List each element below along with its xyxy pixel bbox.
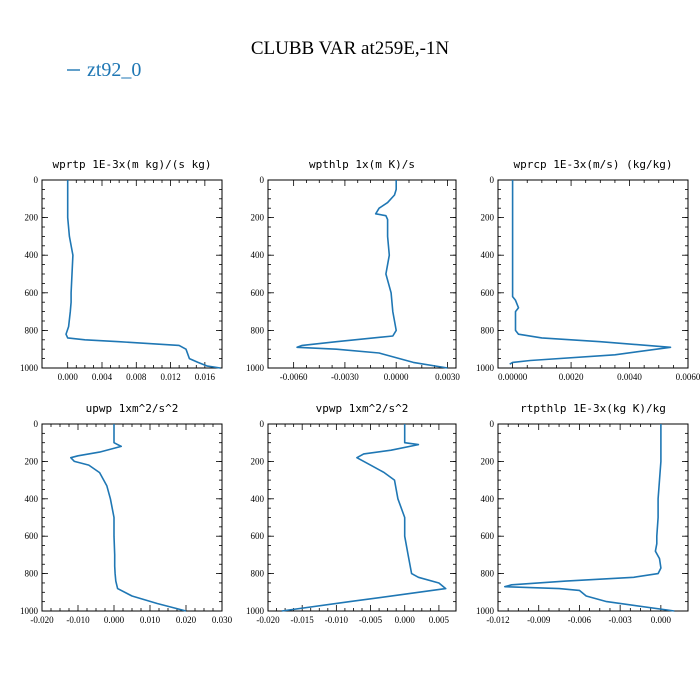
x-tick-label: -0.003 <box>609 615 633 625</box>
x-tick-label: 0.012 <box>160 372 180 382</box>
y-tick-label: 400 <box>481 250 495 260</box>
y-tick-label: 0 <box>260 175 265 185</box>
x-tick-label: 0.010 <box>140 615 161 625</box>
x-tick-label: 0.004 <box>92 372 113 382</box>
y-tick-label: 600 <box>25 531 39 541</box>
y-tick-label: 0 <box>34 175 39 185</box>
y-tick-label: 0 <box>260 419 265 429</box>
series-line-zt92-0 <box>65 180 221 369</box>
panel-2: wpthlp 1x(m K)/s 0 200 400 600 800 1000 -0.0060… <box>246 158 460 382</box>
y-tick-label: 1000 <box>246 363 265 373</box>
x-tick-label: -0.020 <box>256 615 280 625</box>
x-tick-label: 0.0020 <box>559 372 584 382</box>
x-tick-label: 0.020 <box>176 615 197 625</box>
series-line-zt92-0 <box>509 180 672 365</box>
y-tick-label: 200 <box>25 213 39 223</box>
y-tick-label: 1000 <box>20 363 39 373</box>
x-tick-label: -0.010 <box>66 615 90 625</box>
y-tick-label: 200 <box>25 456 39 466</box>
panel-5: vpwp 1xm^2/s^2 0 200 400 600 800 1000-0.020 -0.… <box>246 402 457 625</box>
x-tick-label: 0.000 <box>395 615 416 625</box>
y-tick-label: 0 <box>34 419 39 429</box>
x-tick-label: 0.016 <box>195 372 216 382</box>
y-tick-label: 400 <box>25 494 39 504</box>
y-tick-label: 600 <box>481 288 495 298</box>
x-tick-label: -0.0060 <box>280 372 308 382</box>
panel-1: wprtp 1E-3x(m kg)/(s kg) 0 200 400 600 800 100… <box>20 158 223 382</box>
panel-title: wprcp 1E-3x(m/s) (kg/kg) <box>514 158 673 171</box>
x-tick-label: 0.005 <box>429 615 450 625</box>
y-tick-label: 1000 <box>476 606 495 616</box>
y-tick-label: 400 <box>25 250 39 260</box>
y-tick-label: 200 <box>481 213 495 223</box>
y-tick-label: 0 <box>490 419 495 429</box>
x-tick-label: 0.0030 <box>435 372 460 382</box>
series-line-zt92-0 <box>503 424 675 612</box>
y-tick-label: 200 <box>251 456 265 466</box>
x-tick-label: 0.000 <box>651 615 672 625</box>
y-tick-label: 600 <box>25 288 39 298</box>
y-tick-label: 1000 <box>246 606 265 616</box>
y-tick-label: 800 <box>25 569 39 579</box>
panel-title: vpwp 1xm^2/s^2 <box>316 402 409 415</box>
plot-frame <box>497 423 689 612</box>
series-line-zt92-0 <box>70 424 187 612</box>
y-tick-label: 600 <box>481 531 495 541</box>
x-tick-label: -0.020 <box>30 615 54 625</box>
y-tick-label: 800 <box>481 325 495 335</box>
x-tick-label: 0.00000 <box>498 372 528 382</box>
y-tick-label: 200 <box>251 213 265 223</box>
x-tick-label: -0.009 <box>527 615 551 625</box>
y-tick-label: 400 <box>251 250 265 260</box>
plot-frame <box>41 423 223 612</box>
x-tick-label: 0.0060 <box>676 372 700 382</box>
y-tick-label: 200 <box>481 456 495 466</box>
legend: zt92_0 <box>67 59 141 81</box>
y-tick-label: 800 <box>251 569 265 579</box>
legend-label: zt92_0 <box>87 59 141 81</box>
plot-frame <box>41 179 223 369</box>
y-tick-label: 600 <box>251 531 265 541</box>
x-tick-label: -0.005 <box>359 615 383 625</box>
x-tick-label: -0.012 <box>486 615 509 625</box>
y-tick-label: 0 <box>490 175 495 185</box>
y-tick-label: 600 <box>251 288 265 298</box>
x-tick-label: -0.0030 <box>331 372 359 382</box>
panel-grid: wprtp 1E-3x(m kg)/(s kg) 0 200 400 600 800 100… <box>20 158 700 625</box>
x-tick-label: 0.008 <box>126 372 147 382</box>
y-tick-label: 1000 <box>476 363 495 373</box>
y-tick-label: 800 <box>25 325 39 335</box>
x-tick-label: 0.0040 <box>617 372 642 382</box>
series-line-zt92-0 <box>296 180 448 369</box>
y-tick-label: 800 <box>251 325 265 335</box>
panel-title: rtpthlp 1E-3x(kg K)/kg <box>520 402 666 415</box>
panel-4: upwp 1xm^2/s^2 0 200 400 600 800 1000-0.020 -0.… <box>20 402 233 625</box>
y-tick-label: 800 <box>481 569 495 579</box>
x-tick-label: 0.030 <box>212 615 233 625</box>
x-tick-label: -0.015 <box>291 615 315 625</box>
y-tick-label: 400 <box>251 494 265 504</box>
plot-frame <box>267 423 457 612</box>
x-tick-label: -0.006 <box>568 615 592 625</box>
x-tick-label: 0.0000 <box>384 372 409 382</box>
panel-6: rtpthlp 1E-3x(kg K)/kg02004006008001000-… <box>476 402 689 625</box>
panel-title: wprtp 1E-3x(m kg)/(s kg) <box>53 158 212 171</box>
panel-title: upwp 1xm^2/s^2 <box>86 402 179 415</box>
plot-frame <box>497 179 689 369</box>
panel-3: wprcp 1E-3x(m/s) (kg/kg) 0 200 400 600 800 100… <box>476 158 700 382</box>
x-tick-label: 0.000 <box>58 372 79 382</box>
series-line-zt92-0 <box>281 424 447 612</box>
panel-title: wpthlp 1x(m K)/s <box>309 158 415 171</box>
y-tick-label: 400 <box>481 494 495 504</box>
y-tick-label: 1000 <box>20 606 39 616</box>
x-tick-label: 0.000 <box>104 615 125 625</box>
figure-title: CLUBB VAR at259E,-1N <box>251 38 450 59</box>
x-tick-label: -0.010 <box>325 615 349 625</box>
